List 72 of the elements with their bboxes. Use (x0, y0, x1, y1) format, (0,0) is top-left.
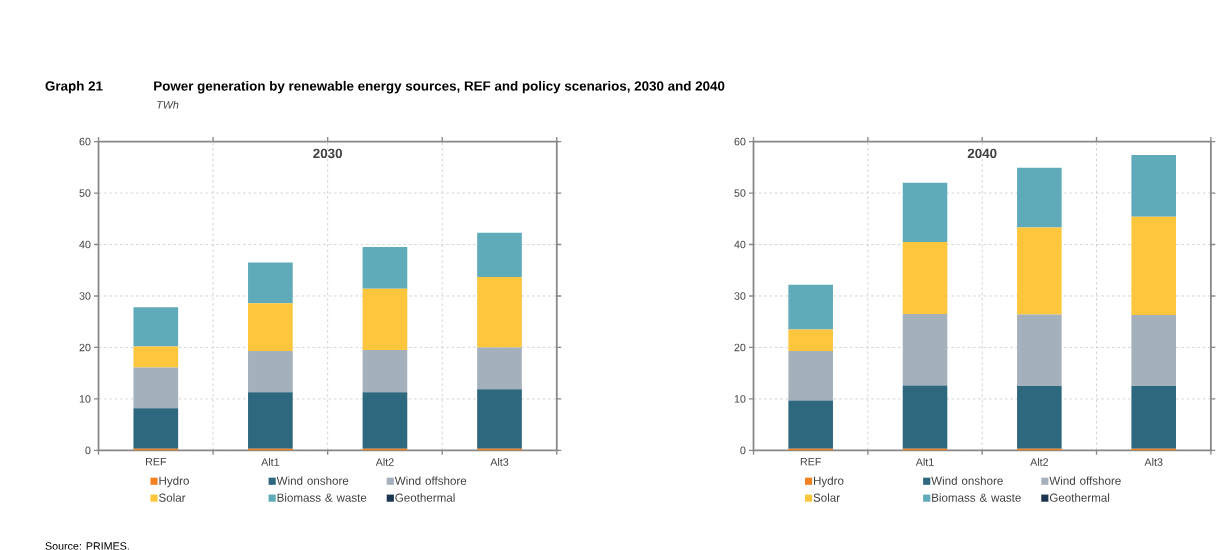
bar (1017, 314, 1062, 387)
y-tick-label: 30 (734, 292, 746, 300)
y-tick-label: 50 (734, 189, 746, 197)
bar (788, 351, 833, 401)
caption: Graph 21 (45, 80, 103, 94)
y-tick-label: 60 (79, 137, 91, 146)
text: Power generation by renewable energy sources, REF and policy scenarios, 2030 and 2040 (154, 80, 725, 94)
bar (133, 307, 179, 347)
legend-label: Geothermal (1049, 493, 1110, 502)
y-tick-label: 30 (79, 292, 91, 300)
y-tick-label: 50 (79, 189, 91, 197)
x-tick-label: Alt1 (261, 458, 280, 466)
x-tick-label: REF (800, 458, 821, 466)
bar (248, 351, 293, 393)
legend-label: Hydro (813, 476, 844, 488)
bar (133, 408, 179, 449)
bar (133, 346, 179, 368)
y-tick-label: 0 (85, 446, 91, 455)
y-axis-title: TWh (157, 100, 179, 109)
bar (788, 284, 833, 330)
legend-label: Wind offshore (1049, 476, 1121, 485)
chart-title: 2040 (967, 148, 997, 159)
y-tick-label: 20 (79, 343, 91, 352)
bar (788, 400, 833, 449)
bar (477, 277, 522, 348)
legend-label: Solar (159, 493, 186, 502)
bar (788, 329, 833, 352)
bar (1131, 216, 1176, 316)
bar (902, 182, 948, 243)
y-tick-label: 40 (734, 240, 746, 249)
bar (1017, 227, 1062, 315)
bar (1017, 386, 1062, 449)
bar (477, 232, 522, 278)
bar (362, 350, 408, 393)
x-tick-label: Alt3 (1144, 458, 1163, 466)
legend-label: Solar (813, 493, 840, 502)
bar (477, 347, 522, 390)
y-tick-label: 10 (79, 395, 91, 403)
legend-label: Wind offshore (394, 476, 467, 485)
x-tick-label: Alt2 (375, 458, 394, 466)
bar (1131, 155, 1176, 217)
legend-label: Geothermal (395, 493, 455, 502)
bar (902, 314, 948, 386)
y-tick-label: 20 (734, 343, 746, 352)
source-note: Source: PRIMES. (45, 542, 129, 550)
bar (902, 385, 948, 449)
legend-label: Biomass & waste (932, 493, 1021, 502)
y-tick-label: 60 (734, 137, 746, 146)
bar (1131, 386, 1176, 449)
x-tick-label: REF (145, 458, 167, 466)
bar (362, 247, 408, 289)
bar (248, 303, 293, 352)
bar (362, 288, 408, 351)
y-tick-label: 10 (734, 395, 746, 403)
legend-label: Wind onshore (276, 476, 349, 485)
bar (248, 262, 293, 304)
y-tick-label: 40 (79, 240, 91, 249)
bar (477, 389, 522, 449)
bar (1131, 315, 1176, 387)
x-tick-label: Alt1 (915, 458, 934, 466)
legend-label: Hydro (159, 476, 189, 488)
chart-title: 2030 (313, 148, 342, 159)
legend-label: Biomass & waste (277, 493, 367, 502)
x-tick-label: Alt2 (1030, 458, 1049, 466)
bar (902, 242, 948, 315)
bar (1017, 167, 1062, 228)
x-tick-label: Alt3 (490, 458, 509, 466)
legend-label: Wind onshore (931, 476, 1003, 485)
y-tick-label: 0 (740, 446, 746, 455)
bar (362, 392, 408, 449)
bar (248, 392, 293, 449)
bar (133, 367, 179, 409)
